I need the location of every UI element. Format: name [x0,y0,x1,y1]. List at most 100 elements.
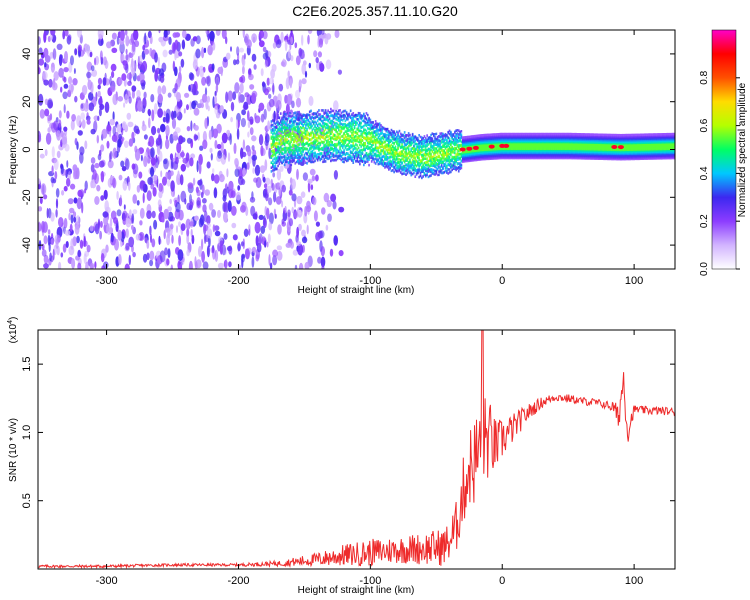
band-cell [431,155,434,159]
band-cell [399,132,402,136]
band-cell [315,157,318,160]
band-cell [291,117,294,120]
band-cell [448,149,451,152]
band-cell [303,135,306,138]
band-cell [502,151,505,154]
band-cell [410,153,413,156]
band-cell [406,168,409,171]
band-cell [465,159,468,163]
band-cell [454,151,456,155]
band-cell [345,130,348,133]
band-cell [440,159,443,163]
band-cell [357,114,360,117]
band-cell [486,135,489,138]
band-cell [485,155,488,158]
band-cell [430,164,432,167]
noise-speckle [148,135,155,148]
band-cell [360,156,362,160]
band-cell [295,136,298,139]
band-cell [336,151,339,154]
band-cell [392,169,394,172]
band-cell [438,143,440,146]
band-cell [393,156,395,159]
noise-speckle [321,207,326,215]
band-cell [455,168,457,172]
noise-speckle [77,249,81,258]
band-cell [318,134,320,138]
band-cell [434,164,436,167]
band-cell [289,134,291,137]
band-cell [316,127,319,131]
noise-speckle [196,200,201,206]
band-cell [319,113,322,116]
band-cell [273,143,275,147]
noise-speckle [60,252,64,258]
band-cell [311,136,314,140]
band-cell [411,132,414,136]
band-cell [457,145,460,149]
band-cell [510,132,513,136]
noise-speckle [269,77,274,85]
band-cell [497,141,500,144]
band-cell [299,126,302,129]
noise-speckle [259,165,266,174]
band-cell [417,162,419,166]
noise-speckle [267,233,271,244]
band-cell [502,156,505,160]
noise-speckle [202,130,207,143]
noise-speckle [174,32,181,38]
band-cell [446,134,448,137]
band-cell [361,125,364,129]
band-cell [392,151,394,154]
noise-speckle [41,249,47,257]
band-cell [427,163,430,166]
band-cell [422,140,424,143]
band-cell [460,159,463,163]
noise-speckle [97,30,104,40]
noise-speckle [214,139,218,149]
noise-speckle [234,168,240,178]
band-cell [364,136,366,140]
noise-speckle [63,83,69,89]
band-cell [372,140,374,143]
band-cell [312,134,315,138]
band-cell [488,148,490,151]
band-cell [388,168,390,171]
band-cell [411,160,414,164]
band-cell [336,148,339,152]
band-cell [485,145,488,149]
band-cell [406,163,409,166]
band-cell [323,122,326,125]
band-cell [316,153,319,156]
noise-speckle [186,249,190,257]
band-cell [386,166,389,169]
band-cell [306,113,308,116]
band-cell [426,139,428,143]
band-cell [295,125,298,129]
noise-speckle [159,75,165,83]
band-cell [486,144,489,147]
noise-speckle [58,217,64,228]
band-cell [286,124,289,127]
band-cell [287,142,290,146]
noise-speckle [188,72,194,80]
noise-speckle [240,147,244,159]
noise-speckle [39,196,43,205]
noise-speckle [48,78,53,88]
band-cell [444,169,447,172]
noise-speckle [58,67,64,78]
band-cell [326,118,328,121]
band-cell [336,157,339,161]
band-cell [382,149,385,153]
band-cell [440,153,443,157]
band-cell [306,130,308,133]
band-cell [311,154,314,158]
noise-speckle [277,224,282,235]
noise-speckle [251,256,255,268]
band-cell [378,125,381,128]
band-cell [336,125,339,128]
noise-speckle [88,102,95,112]
band-cell [301,159,303,162]
band-cell [360,151,362,155]
noise-speckle [110,85,116,93]
